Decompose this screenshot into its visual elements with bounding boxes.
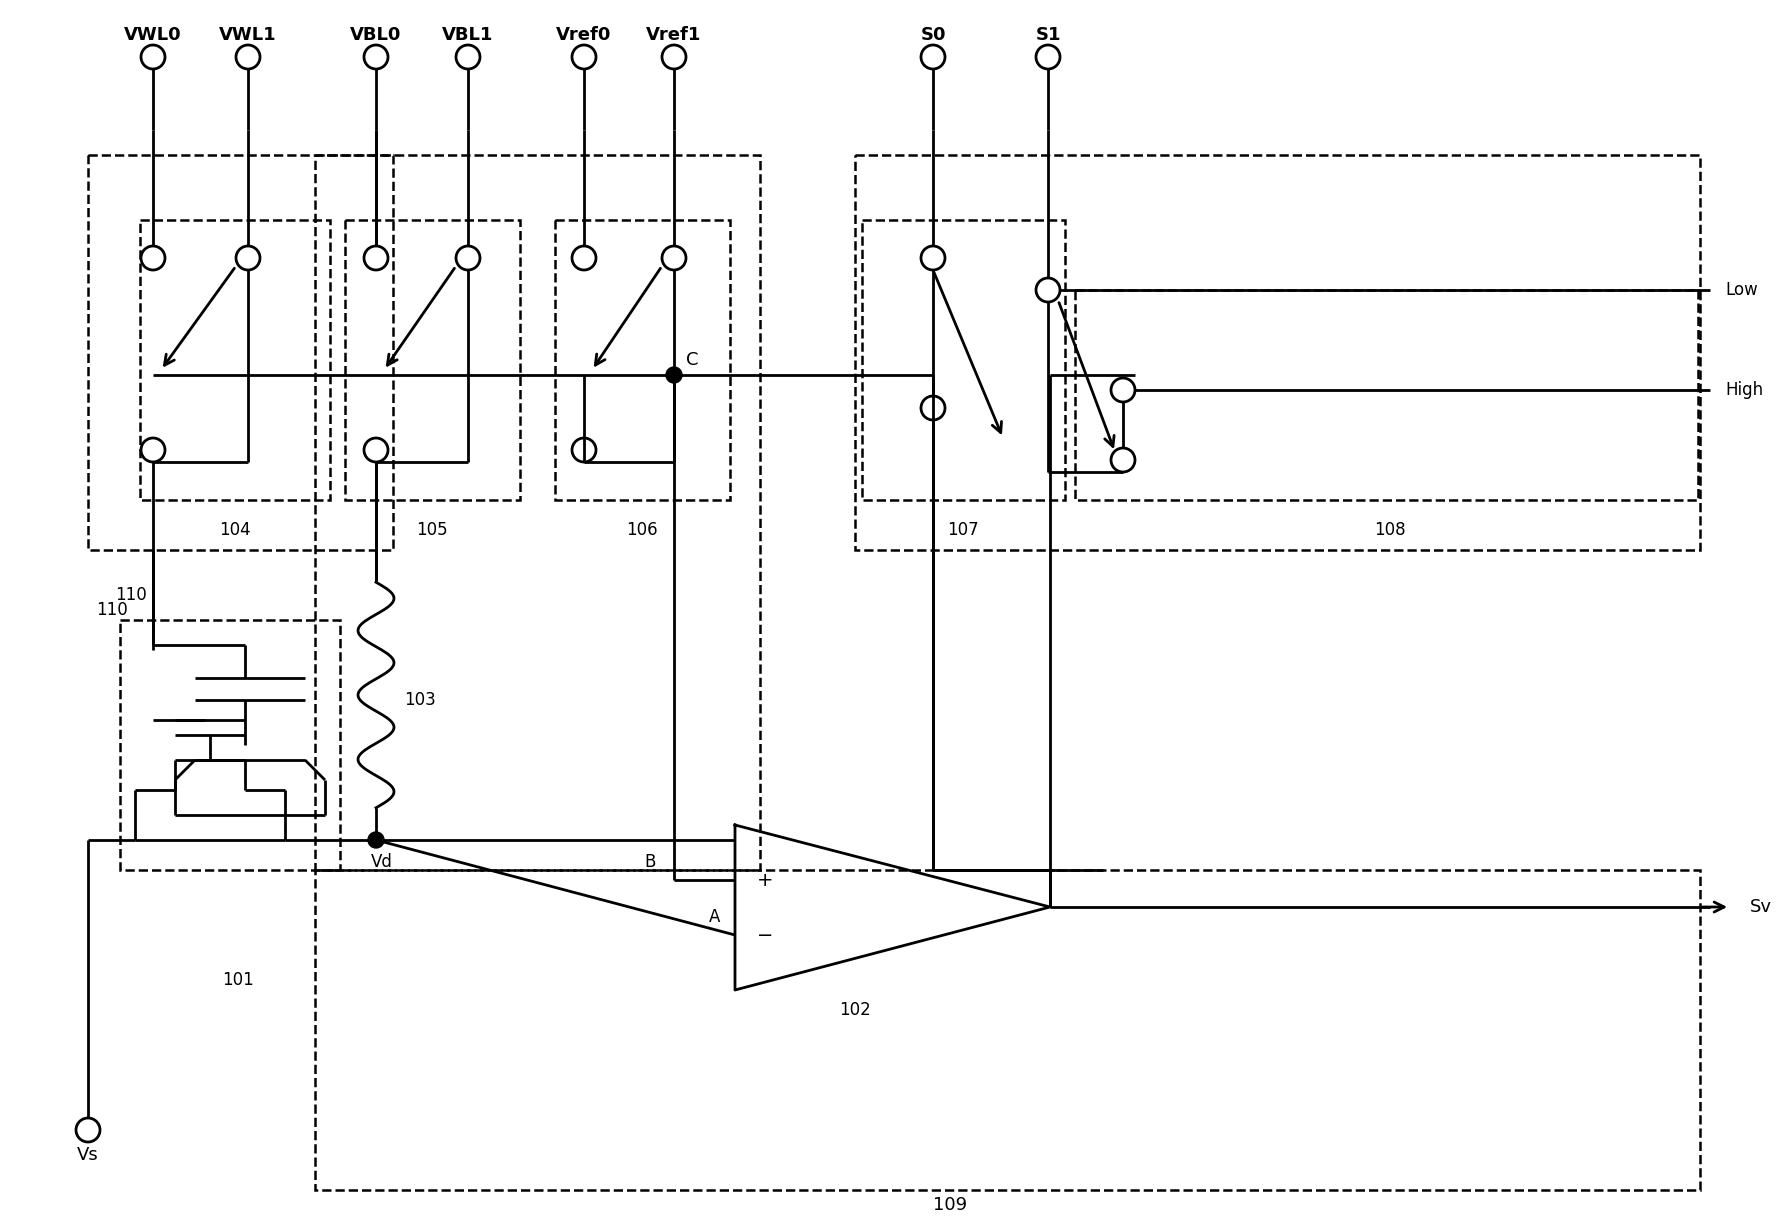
Text: 109: 109 [932, 1196, 968, 1214]
Text: S0: S0 [920, 26, 947, 44]
Text: 110: 110 [115, 586, 147, 604]
Text: 103: 103 [403, 691, 435, 709]
Bar [1074, 290, 1698, 500]
Circle shape [666, 367, 682, 383]
Text: 104: 104 [218, 521, 250, 539]
Text: VWL1: VWL1 [218, 26, 277, 44]
Text: S1: S1 [1035, 26, 1060, 44]
Text: 108: 108 [1375, 521, 1407, 539]
Bar [861, 220, 1066, 500]
Bar [854, 155, 1700, 550]
Text: Sv: Sv [1749, 898, 1772, 916]
Text: 106: 106 [627, 521, 657, 539]
Text: High: High [1724, 382, 1764, 399]
Bar [314, 155, 760, 870]
Bar [89, 155, 392, 550]
Text: Vd: Vd [371, 852, 392, 871]
Bar [121, 620, 339, 870]
Text: +: + [757, 871, 773, 889]
Bar [140, 220, 330, 500]
Circle shape [368, 832, 384, 848]
Text: Vref0: Vref0 [556, 26, 611, 44]
Text: VBL0: VBL0 [350, 26, 401, 44]
Text: VWL0: VWL0 [124, 26, 181, 44]
Text: 107: 107 [947, 521, 979, 539]
Text: −: − [757, 926, 773, 944]
Bar [556, 220, 730, 500]
Text: 105: 105 [416, 521, 448, 539]
Text: B: B [645, 852, 655, 871]
Text: Vs: Vs [76, 1146, 99, 1164]
Text: C: C [686, 351, 698, 369]
Text: A: A [709, 907, 719, 926]
Text: Low: Low [1724, 281, 1758, 298]
Text: 110: 110 [96, 600, 128, 619]
Text: 102: 102 [838, 1000, 870, 1019]
Bar [314, 870, 1700, 1190]
Bar [345, 220, 520, 500]
Text: 101: 101 [222, 971, 254, 989]
Text: Vref1: Vref1 [646, 26, 702, 44]
Text: VBL1: VBL1 [442, 26, 494, 44]
